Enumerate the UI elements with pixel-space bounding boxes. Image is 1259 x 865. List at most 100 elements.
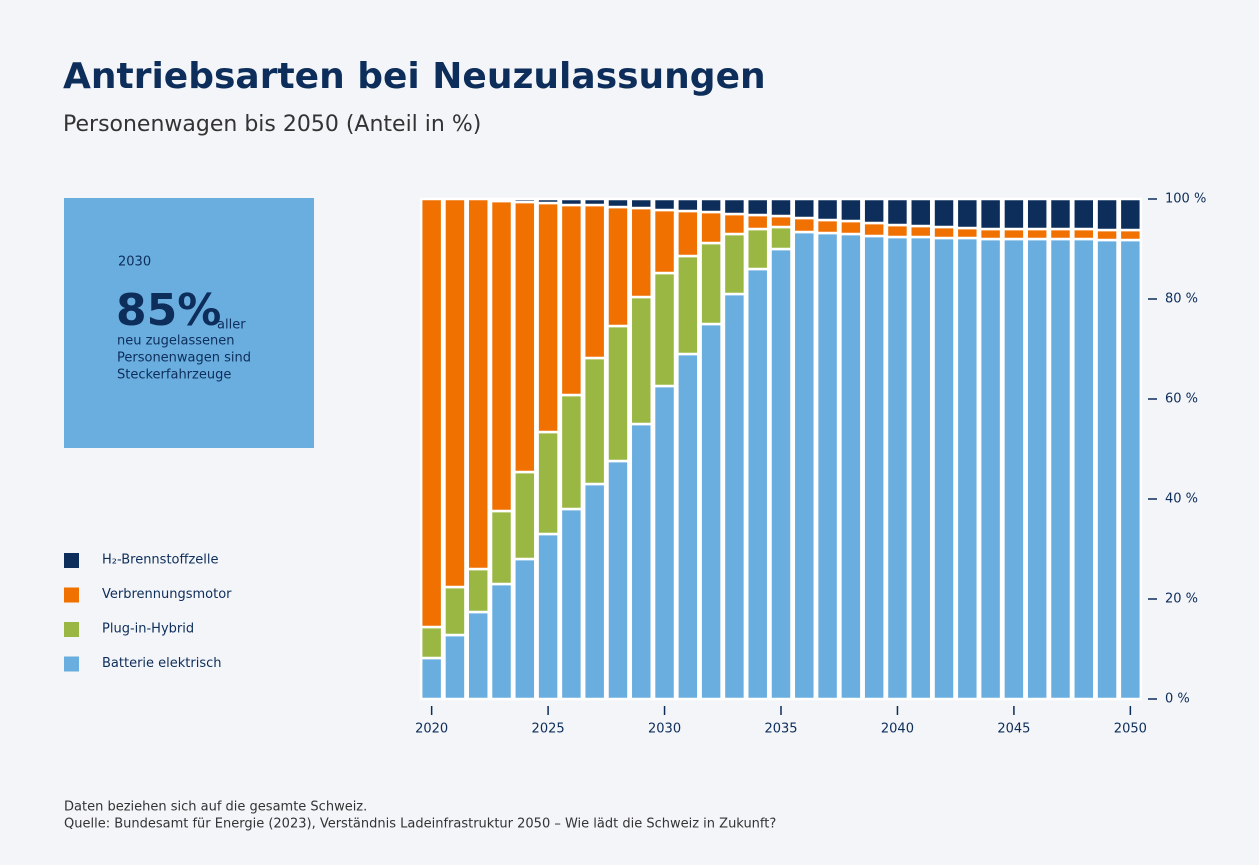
callout-text: Personenwagen sind	[117, 351, 251, 366]
bar-segment	[722, 197, 747, 216]
bar-segment	[676, 352, 700, 701]
bar-segment	[559, 393, 584, 511]
bar-segment	[1118, 228, 1143, 242]
x-tick-label: 2040	[881, 722, 914, 737]
bar-segment	[582, 356, 607, 486]
bar-segment	[955, 236, 980, 701]
bar-segment	[536, 532, 560, 701]
bar-segment	[722, 292, 747, 701]
bar-segment	[978, 197, 1003, 231]
y-tick-label: 20 %	[1165, 592, 1198, 607]
footnote: Quelle: Bundesamt für Energie (2023), Ve…	[64, 817, 776, 832]
bar-segment	[1025, 237, 1049, 701]
bar-segment	[489, 197, 514, 203]
bar-segment	[1072, 227, 1096, 241]
bar-segment	[815, 218, 840, 235]
bar-segment	[559, 507, 584, 701]
bar-segment	[932, 225, 956, 240]
bar-segment	[419, 197, 444, 629]
y-tick-label: 100 %	[1165, 192, 1206, 207]
legend-swatch	[64, 656, 79, 672]
bar-segment	[443, 585, 467, 637]
legend-label: Verbrennungsmotor	[102, 587, 232, 602]
legend-label: H₂-Brennstoffzelle	[102, 553, 219, 568]
bar-segment	[676, 197, 700, 213]
bar-segment	[629, 295, 653, 426]
bar-segment	[699, 210, 723, 245]
bar-segment	[1095, 197, 1119, 232]
callout-year: 2030	[118, 255, 151, 270]
bar-segment	[1095, 238, 1119, 701]
callout-text: Steckerfahrzeuge	[117, 368, 231, 383]
callout-box	[64, 198, 314, 448]
bar-segment	[885, 235, 910, 701]
bar-segment	[722, 212, 747, 236]
bar-segment	[885, 197, 910, 227]
y-tick-label: 0 %	[1165, 692, 1190, 707]
bar-segment	[443, 197, 467, 589]
bar-segment	[862, 221, 886, 238]
bar-segment	[513, 557, 537, 701]
bar-segment	[1025, 197, 1049, 231]
bar-segment	[1118, 238, 1143, 701]
bar-segment	[513, 200, 537, 474]
x-tick-label: 2045	[997, 722, 1030, 737]
bar-segment	[699, 322, 723, 701]
x-tick-label: 2050	[1114, 722, 1147, 737]
x-tick-label: 2030	[648, 722, 681, 737]
bar-segment	[536, 201, 560, 434]
bar-segment	[606, 197, 630, 209]
bar-segment	[792, 216, 817, 234]
bar-segment	[839, 219, 863, 236]
bar-segment	[815, 231, 840, 701]
bar-segment	[769, 197, 793, 218]
bar-segment	[839, 232, 863, 701]
bar-segment	[606, 324, 630, 463]
chart-title: Antriebsarten bei Neuzulassungen	[63, 56, 766, 97]
bar-segment	[862, 234, 886, 701]
legend-label: Batterie elektrisch	[102, 656, 222, 671]
bar-segment	[1025, 227, 1049, 241]
bar-segment	[978, 237, 1003, 701]
bar-segment	[606, 459, 630, 701]
bar-segment	[932, 236, 956, 701]
bar-segment	[745, 227, 770, 271]
bar-segment	[629, 206, 653, 299]
bar-segment	[792, 197, 817, 220]
legend-label: Plug-in-Hybrid	[102, 622, 194, 637]
bar-segment	[582, 203, 607, 360]
bar-segment	[676, 209, 700, 258]
bar-segment	[466, 610, 490, 701]
bar-segment	[1048, 227, 1073, 241]
bar-segment	[769, 225, 793, 251]
bar-segment	[536, 430, 560, 536]
bar-segment	[955, 197, 980, 230]
bar-segment	[909, 235, 933, 701]
legend-swatch	[64, 553, 79, 568]
bar-segment	[769, 247, 793, 701]
bar-segment	[815, 197, 840, 222]
bar-segment	[466, 567, 490, 614]
bar-segment	[629, 422, 653, 701]
bar-segment	[769, 214, 793, 229]
bar-segment	[559, 203, 584, 397]
footnote: Daten beziehen sich auf die gesamte Schw…	[64, 800, 367, 815]
bar-segment	[513, 197, 537, 204]
y-tick-label: 40 %	[1165, 492, 1198, 507]
chart-subtitle: Personenwagen bis 2050 (Anteil in %)	[63, 112, 481, 137]
bar-segment	[652, 384, 677, 701]
bar-segment	[909, 224, 933, 239]
bar-segment	[466, 197, 490, 571]
bar-segment	[652, 271, 677, 388]
callout-value: 85%	[116, 285, 221, 336]
bar-segment	[606, 205, 630, 328]
bar-segment	[1095, 228, 1119, 242]
bar-segment	[536, 197, 560, 205]
bar-segment	[1072, 197, 1096, 231]
bar-segment	[1048, 237, 1073, 701]
bar-segment	[722, 232, 747, 296]
legend-swatch	[64, 587, 79, 603]
x-tick-label: 2025	[532, 722, 565, 737]
bar-segment	[489, 582, 514, 701]
